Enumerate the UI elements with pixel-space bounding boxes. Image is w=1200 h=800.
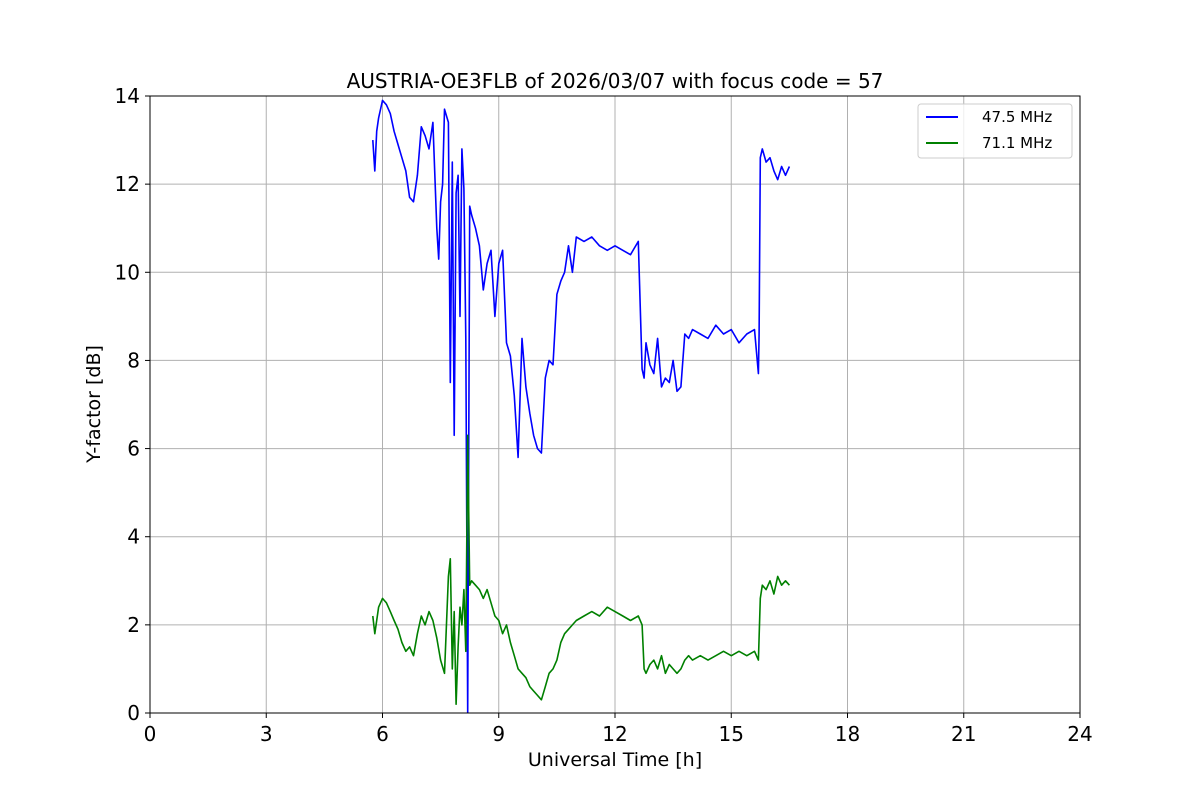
y-tick-label: 12 [115, 172, 140, 196]
legend-label-47-5: 47.5 MHz [982, 108, 1052, 126]
y-tick-label: 14 [115, 84, 140, 108]
x-tick-label: 15 [719, 722, 744, 746]
series-line-71-1-mhz [372, 434, 790, 706]
series-layer [372, 99, 791, 713]
legend-label-71-1: 71.1 MHz [982, 134, 1052, 152]
x-tick-label: 0 [144, 722, 157, 746]
x-axis-label: Universal Time [h] [528, 749, 702, 771]
legend: 47.5 MHz 71.1 MHz [917, 103, 1073, 159]
x-tick-label: 3 [260, 722, 273, 746]
x-tick-label: 21 [951, 722, 976, 746]
y-tick-label: 10 [115, 260, 140, 284]
x-tick-label: 12 [602, 722, 627, 746]
series-line-47-5-mhz [372, 99, 791, 713]
x-tick-label: 6 [376, 722, 389, 746]
y-tick-label: 4 [127, 525, 140, 549]
x-tick-label: 9 [492, 722, 505, 746]
y-tick-label: 2 [127, 613, 140, 637]
y-tick-label: 8 [127, 348, 140, 372]
y-axis-label: Y-factor [dB] [83, 345, 105, 464]
x-tick-label: 24 [1067, 722, 1092, 746]
y-tick-label: 6 [127, 437, 140, 461]
y-tick-label: 0 [127, 701, 140, 725]
chart-title: AUSTRIA-OE3FLB of 2026/03/07 with focus … [347, 69, 884, 93]
x-tick-label: 18 [835, 722, 860, 746]
